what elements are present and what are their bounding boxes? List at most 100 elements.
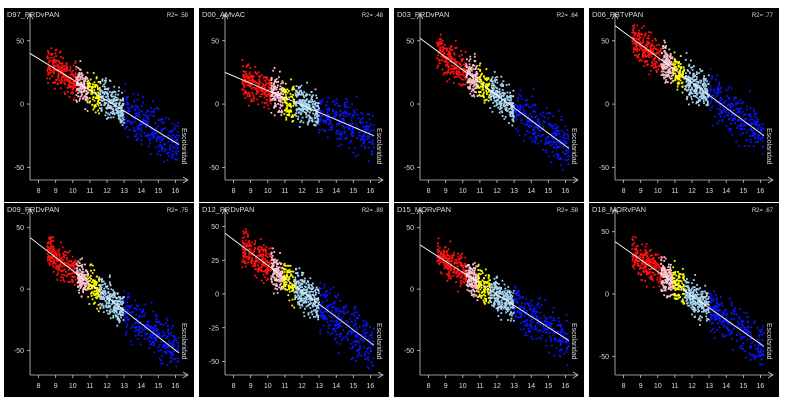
x-tick-label: 9 bbox=[249, 383, 253, 390]
x-tick-label: 9 bbox=[54, 383, 58, 390]
x-tick-label: 15 bbox=[154, 383, 162, 390]
panel-title: D15_MORvPAN bbox=[397, 205, 451, 214]
plot-background bbox=[589, 203, 779, 397]
scatter-panel: 8 9 10 11 12 13 14 15 16 50 0 -50 D18_MORvPAN R2= .67… bbox=[589, 203, 779, 397]
y-axis-arrow bbox=[26, 13, 34, 20]
scatter-points bbox=[46, 236, 180, 368]
y-tick-label: 50 bbox=[16, 38, 24, 45]
x-tick-label: 10 bbox=[654, 188, 662, 195]
x-tick-label: 8 bbox=[37, 188, 41, 195]
y-axis-arrow bbox=[221, 208, 229, 215]
scatter-panel: 8 9 10 11 12 13 14 15 16 50 0 -50 D15_MORvPAN R2= .58… bbox=[394, 203, 584, 397]
x-tick-label: 11 bbox=[671, 188, 678, 195]
x-tick-label: 11 bbox=[86, 383, 93, 390]
y-tick-label: 0 bbox=[215, 102, 219, 109]
x-tick-label: 10 bbox=[459, 383, 467, 390]
y-tick-label: 0 bbox=[410, 102, 414, 109]
scatter-chart: 8 9 10 11 12 13 14 15 16 50 0 -50 D03_PRDvPAN R2= .64… bbox=[394, 8, 584, 202]
y-tick-label: 0 bbox=[605, 102, 609, 109]
x-axis-arrow bbox=[377, 176, 384, 184]
panel-title: D06_PBTvPAN bbox=[592, 10, 643, 19]
y-tick-label: -50 bbox=[14, 165, 24, 172]
y-tick-label: -25 bbox=[209, 325, 219, 332]
r2-label: R2= .58 bbox=[557, 208, 579, 214]
scatter-chart: 8 9 10 11 12 13 14 15 16 50 0 -50 D97_PRDvPAN R2= .58… bbox=[4, 8, 194, 202]
x-axis-arrow bbox=[767, 371, 774, 379]
panel-title: D97_PRDvPAN bbox=[7, 10, 59, 19]
trend-line bbox=[419, 37, 570, 149]
x-tick-label: 10 bbox=[459, 188, 467, 195]
x-axis-label: Escolaridad bbox=[765, 128, 772, 165]
panel-title: D09_PRDvPAN bbox=[7, 205, 59, 214]
x-tick-label: 16 bbox=[757, 383, 765, 390]
scatter-chart: 8 9 10 11 12 13 14 15 16 50 0 -50 D06_PBTvPAN R2= .77… bbox=[589, 8, 779, 202]
x-tick-label: 11 bbox=[281, 188, 288, 195]
x-tick-label: 14 bbox=[722, 383, 730, 390]
y-tick-label: -50 bbox=[404, 165, 414, 172]
y-tick-label: 50 bbox=[406, 38, 414, 45]
x-tick-label: 8 bbox=[427, 383, 431, 390]
y-tick-label: 25 bbox=[211, 258, 219, 265]
x-tick-label: 10 bbox=[654, 383, 662, 390]
x-tick-label: 11 bbox=[281, 383, 288, 390]
trend-line bbox=[29, 53, 180, 145]
y-tick-label: -50 bbox=[14, 348, 24, 355]
x-tick-label: 13 bbox=[510, 188, 518, 195]
x-tick-label: 15 bbox=[154, 188, 162, 195]
x-tick-label: 8 bbox=[232, 383, 236, 390]
y-tick-label: -50 bbox=[599, 165, 609, 172]
x-axis-label: Escolaridad bbox=[570, 128, 577, 165]
x-tick-label: 14 bbox=[332, 188, 340, 195]
x-axis-label: Escolaridad bbox=[375, 128, 382, 165]
x-tick-label: 16 bbox=[172, 188, 180, 195]
x-tick-label: 14 bbox=[332, 383, 340, 390]
x-axis-arrow bbox=[767, 176, 774, 184]
x-tick-label: 10 bbox=[69, 383, 77, 390]
x-tick-label: 9 bbox=[54, 188, 58, 195]
y-tick-label: 50 bbox=[601, 38, 609, 45]
r2-label: R2= .48 bbox=[362, 13, 384, 19]
scatter-points bbox=[631, 24, 765, 155]
x-tick-label: 8 bbox=[232, 188, 236, 195]
x-axis-arrow bbox=[182, 371, 189, 379]
r2-label: R2= .58 bbox=[167, 13, 189, 19]
x-tick-label: 16 bbox=[562, 383, 570, 390]
x-tick-label: 8 bbox=[622, 188, 626, 195]
y-tick-label: 50 bbox=[601, 229, 609, 236]
r2-label: R2= .89 bbox=[362, 208, 384, 214]
x-tick-label: 8 bbox=[622, 383, 626, 390]
x-tick-label: 15 bbox=[349, 188, 357, 195]
scatter-panel: 8 9 10 11 12 13 14 15 16 50 0 -50 D06_PBTvPAN R2= .77… bbox=[589, 8, 779, 202]
x-tick-label: 11 bbox=[86, 188, 93, 195]
scatter-chart: 8 9 10 11 12 13 14 15 16 50 25 0 -25 -50 D12_PRDvPAN R2… bbox=[199, 203, 389, 397]
x-tick-label: 15 bbox=[349, 383, 357, 390]
plot-background bbox=[4, 203, 194, 397]
x-axis-arrow bbox=[377, 371, 384, 379]
x-tick-label: 12 bbox=[103, 188, 111, 195]
y-axis-arrow bbox=[611, 208, 619, 215]
trend-line bbox=[29, 237, 180, 354]
y-tick-label: -50 bbox=[209, 359, 219, 366]
scatter-panel: 8 9 10 11 12 13 14 15 16 50 25 0 -25 -50 D12_PRDvPAN R2… bbox=[199, 203, 389, 397]
x-tick-label: 16 bbox=[367, 188, 375, 195]
scatter-panel: 8 9 10 11 12 13 14 15 16 50 0 -50 D09_PRDvPAN R2= .75… bbox=[4, 203, 194, 397]
x-tick-label: 13 bbox=[120, 188, 128, 195]
x-tick-label: 9 bbox=[444, 383, 448, 390]
x-tick-label: 13 bbox=[705, 383, 713, 390]
panel-title: D03_PRDvPAN bbox=[397, 10, 449, 19]
x-tick-label: 9 bbox=[444, 188, 448, 195]
x-tick-label: 11 bbox=[476, 383, 483, 390]
plot-background bbox=[394, 8, 584, 202]
x-tick-label: 12 bbox=[493, 188, 501, 195]
x-axis-label: Escolaridad bbox=[180, 128, 187, 165]
scatter-panel: 8 9 10 11 12 13 14 15 16 50 0 -50 D03_PRDvPAN R2= .64… bbox=[394, 8, 584, 202]
scatter-points bbox=[436, 237, 570, 366]
y-tick-label: -50 bbox=[599, 354, 609, 361]
x-tick-label: 13 bbox=[705, 188, 713, 195]
scatter-chart: 8 9 10 11 12 13 14 15 16 50 0 -50 D15_MORvPAN R2= .58… bbox=[394, 203, 584, 397]
plot-background bbox=[589, 8, 779, 202]
trend-line bbox=[614, 241, 765, 347]
y-axis-arrow bbox=[26, 208, 34, 215]
x-tick-label: 15 bbox=[739, 188, 747, 195]
x-axis-arrow bbox=[572, 176, 579, 184]
